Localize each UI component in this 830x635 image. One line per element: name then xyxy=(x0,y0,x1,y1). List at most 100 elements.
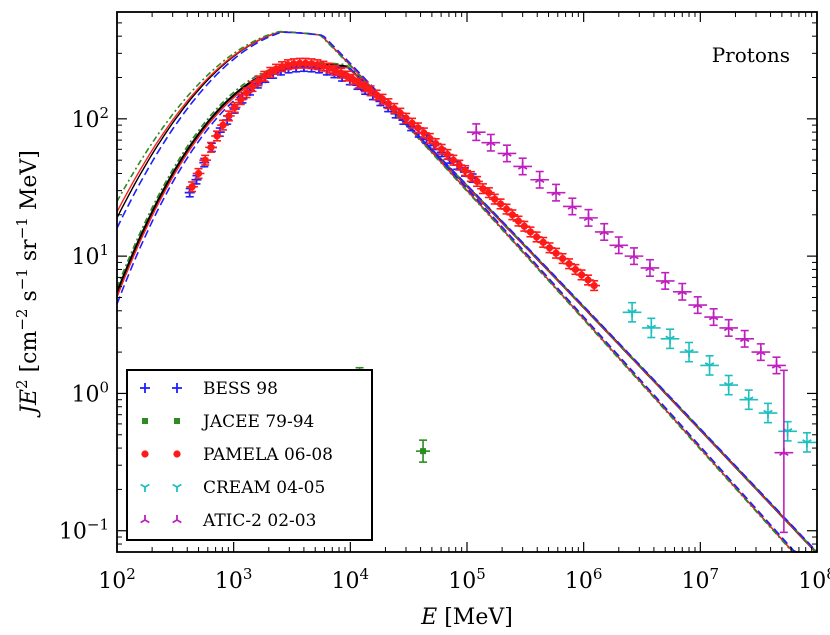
circle-marker xyxy=(408,119,416,127)
x-tick-label: 104 xyxy=(332,565,370,594)
tri-down-marker xyxy=(665,335,675,344)
circle-marker xyxy=(533,233,541,241)
legend-label: BESS 98 xyxy=(203,379,278,399)
y-tick-label: 100 xyxy=(71,378,109,407)
x-tick-label: 106 xyxy=(565,565,603,594)
circle-marker xyxy=(414,124,422,132)
circle-marker xyxy=(520,222,528,230)
tri-up-marker xyxy=(613,240,624,249)
tri-up-marker xyxy=(599,226,610,236)
legend-box xyxy=(126,369,373,541)
circle-marker xyxy=(491,195,499,203)
circle-marker xyxy=(260,72,268,80)
x-tick-base: 10 xyxy=(448,569,476,594)
y-tick-exp: 2 xyxy=(99,104,109,122)
circle-marker xyxy=(266,68,274,76)
circle-marker xyxy=(201,156,209,164)
tri-up-marker xyxy=(534,174,545,184)
circle-marker xyxy=(366,87,375,95)
circle-marker xyxy=(402,114,410,122)
circle-marker xyxy=(514,217,523,225)
x-tick-exp: 6 xyxy=(593,565,603,583)
series-cream-04-05 xyxy=(622,301,817,453)
x-tick-exp: 2 xyxy=(126,565,136,583)
y-tick-exp: −1 xyxy=(87,516,109,534)
x-tick-label: 103 xyxy=(215,565,253,594)
circle-marker xyxy=(248,82,257,91)
circle-marker xyxy=(361,83,369,91)
circle-marker xyxy=(485,189,493,197)
x-tick-exp: 7 xyxy=(710,565,720,583)
circle-marker xyxy=(384,100,393,108)
tri-up-marker xyxy=(471,127,482,136)
x-axis-title: E [MeV] xyxy=(420,605,513,630)
circle-marker xyxy=(461,166,469,175)
tri-down-marker xyxy=(723,381,734,391)
tri-up-marker xyxy=(677,286,688,296)
circle-marker xyxy=(479,185,487,193)
tri-down-marker xyxy=(627,309,637,318)
legend-entry: CREAM 04-05 xyxy=(140,478,325,498)
lis-model-curve xyxy=(116,30,817,553)
tri-up-marker xyxy=(708,312,719,321)
circle-marker xyxy=(355,79,363,87)
legend-label: ATIC-2 02-03 xyxy=(202,511,316,531)
circle-marker xyxy=(242,89,251,97)
circle-marker xyxy=(219,121,227,129)
x-tick-exp: 8 xyxy=(826,565,830,583)
tri-up-marker xyxy=(756,347,766,356)
legend-label: JACEE 79-94 xyxy=(201,412,314,432)
tri-down-marker xyxy=(802,439,812,448)
circle-marker xyxy=(443,150,452,159)
y-tick-base: 10 xyxy=(71,245,99,270)
circle-marker xyxy=(254,77,263,85)
circle-marker xyxy=(141,450,149,458)
tri-down-marker xyxy=(684,348,694,358)
plus-marker xyxy=(140,383,150,393)
series-pamela-06-08 xyxy=(186,57,600,292)
circle-marker xyxy=(237,96,245,104)
circle-marker xyxy=(577,271,586,279)
circle-marker xyxy=(508,211,517,219)
tri-up-marker xyxy=(517,161,528,170)
y-tick-exp: 1 xyxy=(99,241,109,259)
circle-marker xyxy=(496,200,505,208)
model-curves xyxy=(115,30,818,553)
tri-down-marker xyxy=(172,483,182,492)
circle-marker xyxy=(390,104,398,113)
legend-label: CREAM 04-05 xyxy=(203,478,325,498)
y-tick-base: 10 xyxy=(71,108,99,133)
circle-marker xyxy=(307,60,316,68)
plus-marker xyxy=(172,383,182,393)
tri-up-marker xyxy=(739,333,750,343)
circle-marker xyxy=(590,282,598,290)
circle-marker xyxy=(438,145,446,153)
circle-marker xyxy=(552,249,560,257)
tri-up-marker xyxy=(502,148,512,157)
tri-up-marker xyxy=(629,251,639,260)
tri-down-marker xyxy=(743,396,754,405)
circle-marker xyxy=(225,112,233,120)
circle-marker xyxy=(173,450,181,458)
lis-model-curve xyxy=(116,31,817,553)
x-tick-label: 108 xyxy=(798,565,830,594)
tri-down-marker xyxy=(763,409,773,419)
y-tick-exp: 0 xyxy=(99,378,109,396)
circle-marker xyxy=(584,276,592,284)
tri-up-marker xyxy=(551,187,561,196)
tri-up-marker xyxy=(779,447,789,456)
tri-up-marker xyxy=(723,322,734,332)
legend-entry: BESS 98 xyxy=(140,379,278,399)
circle-marker xyxy=(432,140,440,148)
x-tick-exp: 3 xyxy=(243,565,253,583)
plus-marker xyxy=(191,174,202,185)
circle-marker xyxy=(337,69,345,77)
circle-marker xyxy=(455,161,463,169)
circle-marker xyxy=(188,183,196,191)
x-tick-base: 10 xyxy=(682,569,710,594)
data-markers xyxy=(184,57,817,534)
circle-marker xyxy=(207,143,215,151)
y-tick-base: 10 xyxy=(59,520,87,545)
annotation-protons: Protons xyxy=(712,43,790,67)
circle-marker xyxy=(526,228,535,236)
